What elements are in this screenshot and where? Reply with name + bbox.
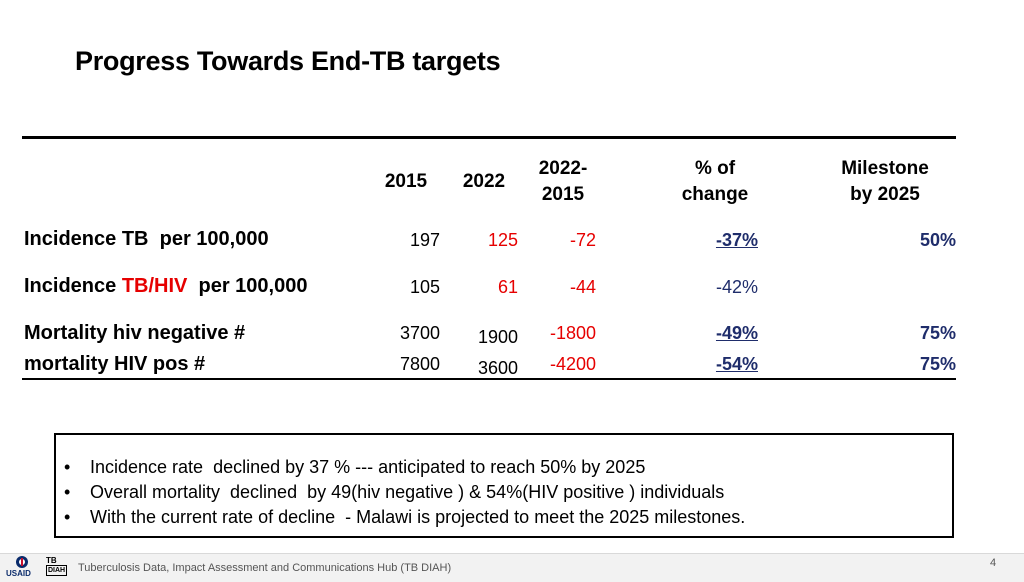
summary-item: • Incidence rate declined by 37 % --- ant…	[64, 455, 745, 480]
header-milestone-line1: Milestone	[841, 158, 929, 179]
cell-2015: 7800	[399, 354, 440, 374]
header-2022: 2022	[458, 169, 510, 195]
bullet: •	[64, 507, 71, 527]
summary-item: • With the current rate of decline - Mala…	[64, 505, 745, 530]
cell-2022: 1900	[477, 327, 518, 347]
table-bottom-rule	[22, 378, 956, 380]
usaid-logo-text: USAID	[6, 569, 31, 578]
row-label-part: Incidence	[24, 275, 122, 297]
cell-diff: -4200	[549, 354, 596, 374]
usaid-logo: USAID	[6, 555, 38, 581]
header-pct: % of change	[670, 156, 760, 208]
summary-item-text: With the current rate of decline - Malaw…	[90, 507, 746, 527]
summary-box: • Incidence rate declined by 37 % --- ant…	[54, 433, 954, 538]
bullet: •	[64, 482, 71, 502]
tb-logo-line1: TB	[46, 556, 57, 565]
table-top-rule	[22, 136, 956, 139]
page-title: Progress Towards End-TB targets	[75, 46, 501, 76]
row-label-part: per 100,000	[148, 228, 269, 250]
footer-bar: USAID TB DIAH Tuberculosis Data, Impact …	[0, 553, 1024, 582]
row-label-part-highlight: TB/HIV	[121, 275, 188, 297]
cell-2022: 61	[497, 277, 518, 297]
row-label-mortality-hiv-pos: mortality HIV pos #	[24, 353, 206, 375]
tb-diah-logo: TB DIAH	[46, 556, 68, 580]
cell-pct: -49%	[715, 323, 758, 343]
usaid-seal-icon	[16, 556, 28, 568]
header-diff-line2: 2015	[541, 184, 585, 205]
footer-text: Tuberculosis Data, Impact Assessment and…	[78, 562, 452, 574]
header-milestone: Milestone by 2025	[825, 156, 945, 208]
cell-2015: 105	[409, 277, 440, 297]
page-number: 4	[990, 557, 997, 569]
row-label-incidence-tb: Incidence TB per 100,000	[24, 228, 269, 251]
row-label-part: Incidence	[24, 228, 122, 250]
cell-diff: -44	[569, 277, 596, 297]
row-label-part: per 100,000	[187, 275, 308, 297]
header-milestone-line2: by 2025	[850, 184, 920, 205]
cell-2022: 125	[487, 230, 518, 250]
header-diff-line1: 2022-	[538, 158, 588, 179]
tb-logo-line2: DIAH	[46, 565, 68, 576]
header-pct-line2: change	[681, 184, 749, 205]
cell-milestone: 75%	[919, 323, 956, 343]
cell-pct: -37%	[715, 230, 758, 250]
tb-diah-logo-text: TB DIAH	[46, 556, 68, 576]
cell-pct: -54%	[715, 354, 758, 374]
summary-list: • Incidence rate declined by 37 % --- ant…	[64, 455, 745, 530]
cell-diff: -1800	[549, 323, 596, 343]
row-label-incidence-tbhiv: Incidence TB/HIV per 100,000	[24, 275, 307, 298]
summary-item-text: Incidence rate declined by 37 % --- anti…	[90, 457, 646, 477]
row-label-part: TB	[121, 228, 149, 250]
summary-item-text: Overall mortality declined by 49(hiv neg…	[90, 482, 725, 502]
summary-item: • Overall mortality declined by 49(hiv ne…	[64, 480, 745, 505]
cell-diff: -72	[569, 230, 596, 250]
header-2022-text: 2022	[462, 171, 506, 192]
cell-2022: 3600	[477, 358, 518, 378]
bullet: •	[64, 457, 71, 477]
row-label-mortality-hiv-negative: Mortality hiv negative #	[24, 322, 246, 344]
cell-milestone: 75%	[919, 354, 956, 374]
header-pct-line1: % of	[694, 158, 736, 179]
cell-2015: 3700	[399, 323, 440, 343]
header-2015-text: 2015	[384, 171, 428, 192]
cell-2015: 197	[409, 230, 440, 250]
cell-milestone: 50%	[919, 230, 956, 250]
header-diff: 2022- 2015	[533, 156, 593, 208]
header-2015: 2015	[380, 169, 432, 195]
cell-pct: -42%	[715, 277, 758, 297]
